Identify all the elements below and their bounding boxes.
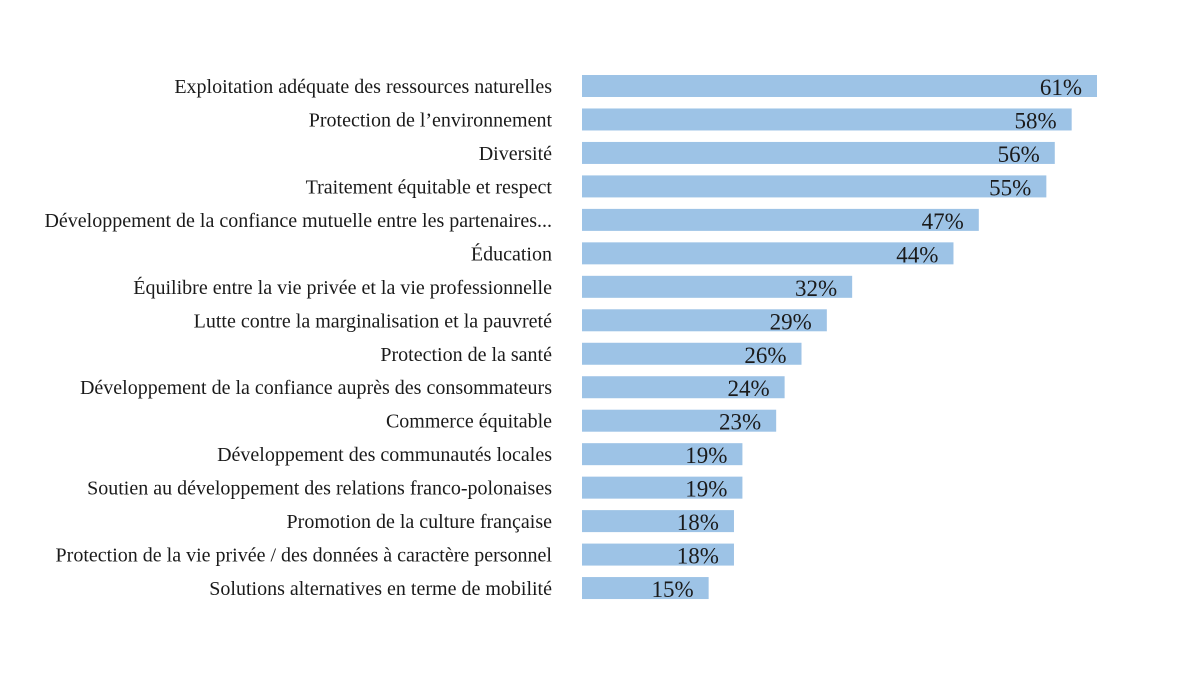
category-label: Protection de la vie privée / des donnée… [56, 545, 553, 567]
category-label: Développement des communautés locales [217, 444, 552, 466]
data-label: 24% [727, 376, 769, 401]
category-label: Développement de la confiance auprès des… [80, 377, 552, 399]
bar [582, 108, 1072, 131]
category-label: Lutte contre la marginalisation et la pa… [194, 310, 553, 332]
data-label: 56% [998, 142, 1040, 167]
category-labels-group: Exploitation adéquate des ressources nat… [44, 76, 552, 600]
category-label: Traitement équitable et respect [306, 176, 553, 198]
data-label: 29% [770, 309, 812, 334]
data-label: 18% [677, 510, 719, 535]
data-label: 18% [677, 544, 719, 569]
bar [582, 476, 743, 499]
bar [582, 75, 1097, 97]
bar [582, 577, 709, 600]
category-label: Solutions alternatives en terme de mobil… [209, 578, 552, 600]
category-label: Protection de l’environnement [309, 109, 553, 131]
data-label: 32% [795, 276, 837, 301]
bar [582, 208, 979, 231]
bar [582, 510, 734, 533]
bar [582, 376, 785, 399]
data-label: 55% [989, 175, 1031, 200]
category-label: Exploitation adéquate des ressources nat… [174, 76, 552, 98]
data-label: 26% [744, 343, 786, 368]
category-label: Éducation [471, 242, 552, 265]
data-label: 23% [719, 410, 761, 435]
data-label: 47% [922, 209, 964, 234]
category-label: Diversité [479, 143, 552, 165]
bar [582, 175, 1047, 198]
bar [582, 443, 743, 466]
data-label: 19% [685, 477, 727, 502]
bar [582, 342, 802, 365]
category-label: Équilibre entre la vie privée et la vie … [133, 276, 552, 299]
data-label: 15% [651, 577, 693, 602]
category-label: Soutien au développement des relations f… [87, 478, 552, 500]
category-label: Commerce équitable [386, 411, 552, 433]
data-label: 61% [1040, 75, 1082, 100]
bars-group [582, 75, 1097, 600]
category-label: Promotion de la culture française [287, 511, 553, 533]
bar [582, 543, 734, 566]
bar [582, 242, 954, 265]
category-label: Développement de la confiance mutuelle e… [44, 210, 552, 232]
bar [582, 309, 827, 332]
bar [582, 141, 1055, 164]
data-label: 44% [896, 242, 938, 267]
data-label: 58% [1015, 108, 1057, 133]
bar [582, 275, 853, 298]
value-labels-group: 61% 58% 56% 55% 47% 44% 32% 29% 26% 24% 23% 19% 19% 1… [651, 75, 1082, 602]
data-label: 19% [685, 443, 727, 468]
category-label: Protection de la santé [380, 344, 552, 366]
bar [582, 409, 777, 432]
